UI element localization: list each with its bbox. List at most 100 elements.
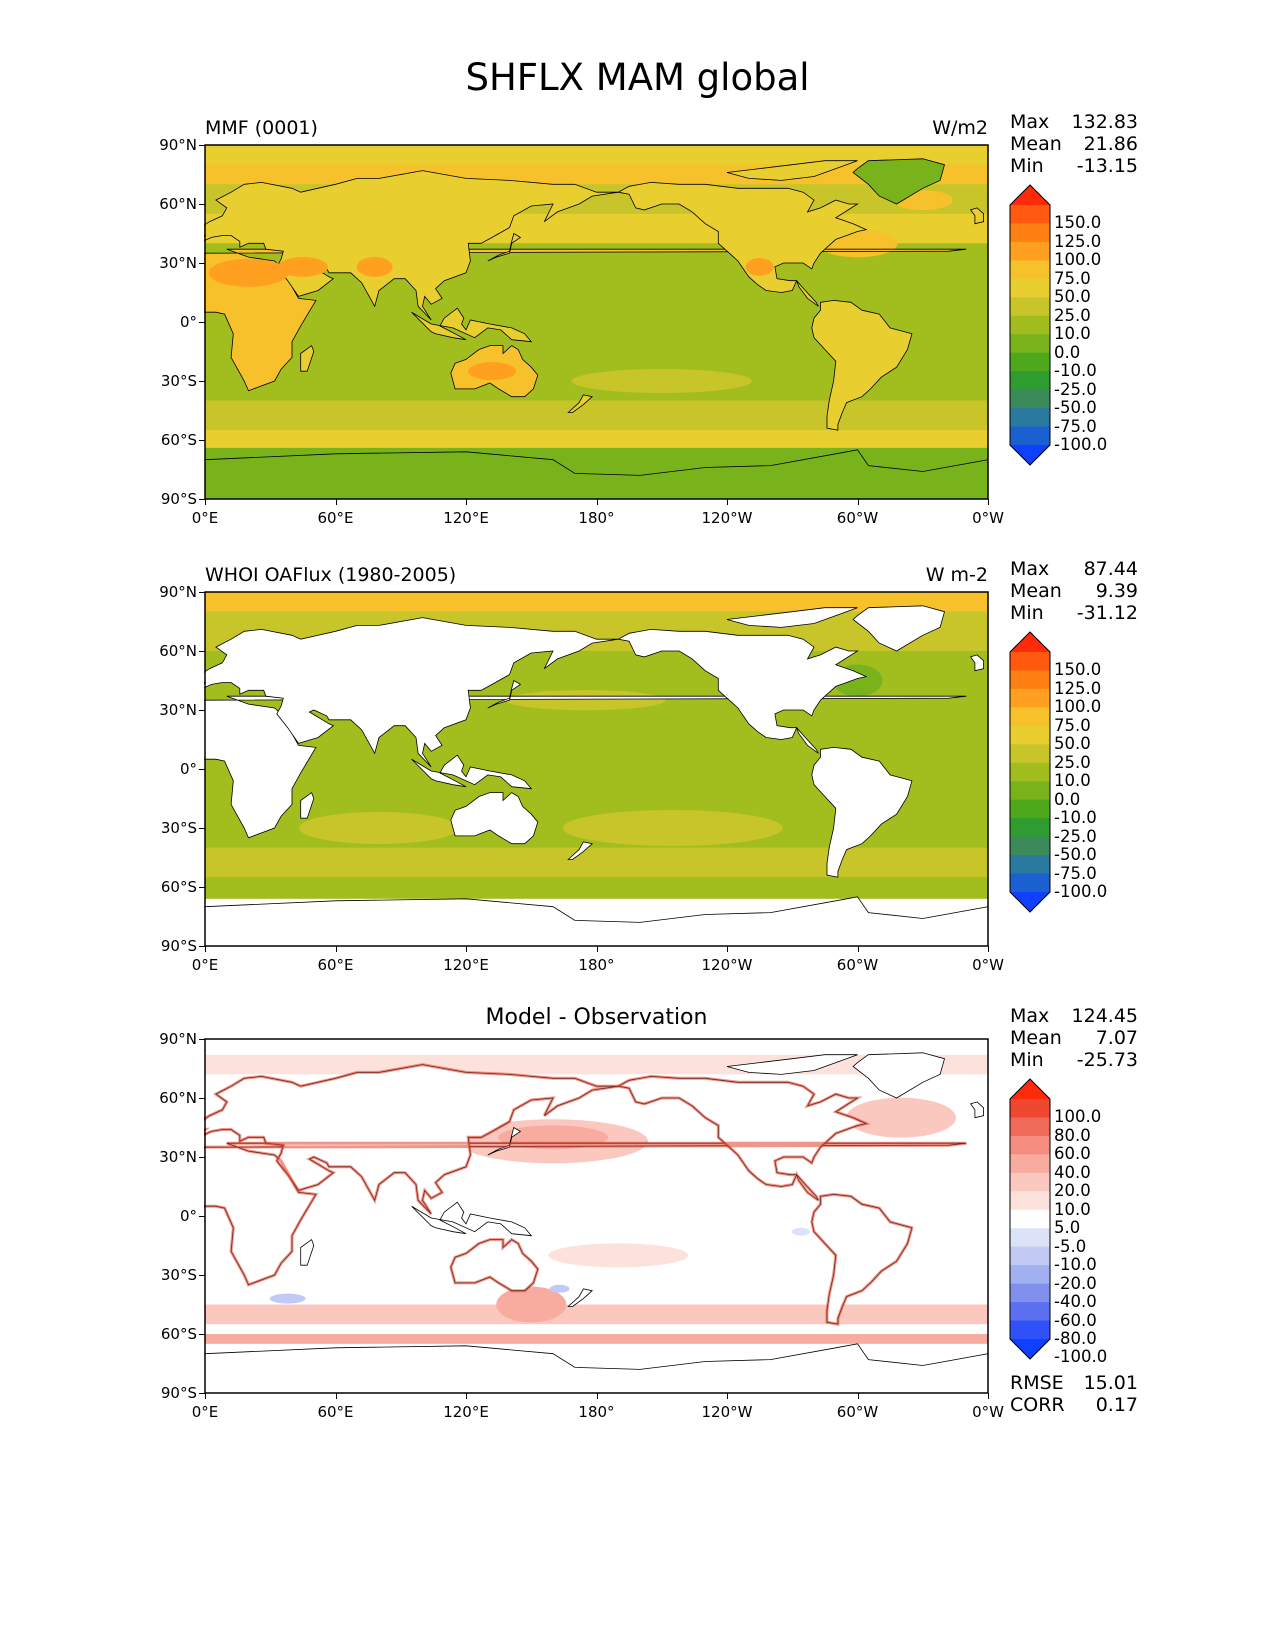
y-tick-label: 90°N: [159, 1030, 197, 1048]
colorbar-segment: [1010, 1302, 1050, 1322]
colorbar-segment: [1010, 725, 1050, 745]
land-madagascar: [300, 791, 315, 819]
colorbar-label: -50.0: [1054, 398, 1097, 418]
y-tick-mark: [199, 592, 205, 593]
land-greenland: [852, 158, 945, 205]
x-tick-mark: [205, 946, 206, 952]
colorbar: [1009, 631, 1051, 913]
map-plot: [204, 1038, 989, 1394]
y-tick-mark: [199, 1334, 205, 1335]
x-tick-label: 60°W: [836, 956, 879, 974]
x-tick-label: 120°W: [701, 956, 753, 974]
panel-units: W m-2: [925, 564, 988, 586]
y-tick-mark: [199, 1098, 205, 1099]
y-tick-label: 30°S: [160, 819, 197, 837]
field-patch: [356, 256, 393, 277]
coast-diff-australia: [449, 1237, 540, 1293]
land-eurasia: [204, 617, 619, 768]
colorbar-label: 40.0: [1054, 1162, 1091, 1182]
x-tick-mark: [857, 1393, 859, 1399]
rmse-key: RMSE: [1010, 1372, 1064, 1394]
stat-row-mean: Mean 21.86: [1010, 133, 1138, 155]
y-tick-label: 90°S: [160, 1384, 197, 1402]
corr-value: 0.17: [1095, 1394, 1138, 1416]
x-tick-mark: [335, 1393, 337, 1399]
colorbar-segment: [1010, 818, 1050, 838]
panel-center-title: Model - Observation: [485, 1005, 708, 1030]
field-band: [205, 400, 988, 431]
y-tick-label: 30°N: [159, 1148, 197, 1166]
map-plot: [204, 591, 989, 947]
y-tick-mark: [199, 204, 205, 205]
colorbar-label: 25.0: [1054, 305, 1091, 325]
colorbar-label: -80.0: [1054, 1329, 1097, 1348]
y-tick-label: 60°S: [160, 1325, 197, 1343]
colorbar-min-tip: [1010, 892, 1050, 912]
coast-diff-eurasia: [204, 1063, 619, 1216]
y-tick-label: 90°S: [160, 937, 197, 955]
colorbar-label: -25.0: [1054, 379, 1097, 399]
stat-row-max: Max 87.44: [1010, 558, 1138, 580]
colorbar-label: -100.0: [1054, 435, 1108, 454]
colorbar-label: 75.0: [1054, 715, 1091, 735]
land-japan: [487, 679, 522, 709]
panel-stats: Max 132.83 Mean 21.86 Min -13.15: [1010, 111, 1138, 177]
colorbar-segment: [1010, 1209, 1050, 1229]
x-tick-mark: [335, 499, 337, 505]
y-tick-mark: [199, 1216, 205, 1217]
colorbar-segment: [1010, 260, 1050, 280]
land-greenland: [852, 1052, 945, 1099]
y-tick-mark: [199, 381, 205, 382]
field-band: [205, 430, 988, 448]
y-tick-label: 60°N: [159, 1089, 197, 1107]
colorbar-label: 100.0: [1054, 250, 1102, 270]
colorbar-segment: [1010, 1320, 1050, 1340]
colorbar-segment: [1010, 1283, 1050, 1303]
colorbar-segment: [1010, 688, 1050, 708]
colorbar-label: -60.0: [1054, 1310, 1097, 1330]
footer-stats: RMSE 15.01 CORR 0.17: [1010, 1372, 1138, 1416]
colorbar-max-tip: [1010, 1079, 1050, 1099]
colorbar-label: 20.0: [1054, 1181, 1091, 1201]
colorbar-label: 75.0: [1054, 268, 1091, 288]
colorbar-segment: [1010, 1191, 1050, 1211]
x-tick-label: 0°E: [191, 509, 219, 527]
land-indonesia: [411, 1201, 533, 1237]
stat-key: Mean: [1010, 580, 1062, 602]
colorbar-label: 5.0: [1054, 1218, 1081, 1238]
x-tick-mark: [857, 946, 859, 952]
land-africa: [204, 695, 967, 839]
land-canada_arctic: [726, 1054, 858, 1075]
stat-key: Min: [1010, 155, 1044, 177]
land-canada_arctic: [726, 160, 858, 181]
panel-stats: Max 87.44 Mean 9.39 Min -31.12: [1010, 558, 1138, 624]
land-africa: [204, 248, 967, 392]
colorbar-segment: [1010, 799, 1050, 819]
colorbar-label: -10.0: [1054, 808, 1097, 828]
field-band: [205, 592, 988, 612]
colorbar-segment: [1010, 241, 1050, 261]
land-eurasia: [204, 170, 619, 321]
colorbar-label: 150.0: [1054, 660, 1102, 680]
field-band: [205, 847, 988, 878]
y-tick-label: 90°S: [160, 490, 197, 508]
x-tick-mark: [857, 499, 859, 505]
colorbar-label: 50.0: [1054, 287, 1091, 307]
land-uk: [969, 207, 984, 225]
colorbar-label: 10.0: [1054, 771, 1091, 791]
stat-row-max: Max 132.83: [1010, 111, 1138, 133]
land-nz: [567, 841, 594, 860]
land-n_america: [617, 628, 868, 754]
colorbar-label: -100.0: [1054, 1347, 1108, 1367]
colorbar-label: -100.0: [1054, 882, 1108, 901]
colorbar-segment: [1010, 297, 1050, 317]
x-tick-mark: [205, 1393, 206, 1399]
stat-value: 9.39: [1095, 580, 1138, 602]
colorbar-segment: [1010, 334, 1050, 354]
colorbar-min-tip: [1010, 445, 1050, 465]
colorbar-segment: [1010, 781, 1050, 801]
colorbar-segment: [1010, 278, 1050, 298]
x-tick-label: 60°W: [836, 1403, 879, 1421]
x-tick-mark: [596, 1393, 598, 1399]
y-tick-mark: [199, 887, 205, 888]
